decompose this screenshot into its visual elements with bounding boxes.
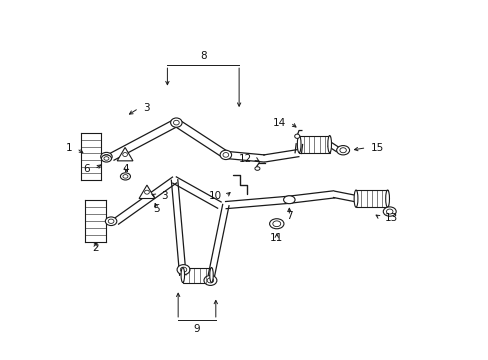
Polygon shape [174,119,227,158]
Text: 12: 12 [238,154,251,164]
Ellipse shape [336,145,349,155]
Bar [355,190,387,207]
Text: 3: 3 [161,191,167,201]
Ellipse shape [220,150,231,159]
Ellipse shape [120,173,130,180]
Text: 7: 7 [285,211,292,221]
Ellipse shape [209,267,213,283]
Text: 15: 15 [370,143,383,153]
Ellipse shape [108,219,114,224]
Polygon shape [333,191,356,202]
Text: 6: 6 [83,164,90,174]
Text: 8: 8 [200,51,206,61]
Polygon shape [294,144,302,153]
Text: 3: 3 [142,103,149,113]
Ellipse shape [385,190,388,207]
Text: 2: 2 [92,243,99,253]
Polygon shape [171,180,185,275]
Text: 5: 5 [153,204,160,214]
Polygon shape [263,149,298,162]
Ellipse shape [223,153,228,157]
Text: 11: 11 [269,233,283,243]
Ellipse shape [353,190,357,207]
Ellipse shape [297,135,301,153]
Text: 14: 14 [272,118,285,128]
Ellipse shape [339,148,346,153]
Ellipse shape [272,221,280,226]
Text: 13: 13 [384,213,397,222]
Text: 9: 9 [193,324,200,334]
Polygon shape [225,196,289,209]
Ellipse shape [122,175,128,178]
Ellipse shape [180,267,186,272]
Polygon shape [288,191,334,203]
Ellipse shape [181,267,184,283]
Ellipse shape [101,152,112,161]
Ellipse shape [173,120,179,125]
Polygon shape [110,119,178,160]
Ellipse shape [386,209,392,214]
Polygon shape [327,142,338,152]
Ellipse shape [170,118,182,127]
Ellipse shape [383,207,395,216]
Ellipse shape [105,217,117,226]
Ellipse shape [254,167,260,170]
Polygon shape [225,151,264,162]
Bar [183,267,211,283]
Ellipse shape [101,155,111,162]
Polygon shape [139,185,155,198]
Text: 10: 10 [208,191,221,201]
Ellipse shape [327,135,331,153]
Ellipse shape [103,154,109,159]
Ellipse shape [122,153,127,157]
Bar [299,135,329,153]
Polygon shape [208,204,228,276]
Ellipse shape [294,134,299,138]
Ellipse shape [269,219,284,229]
Polygon shape [117,148,133,161]
Polygon shape [172,177,221,208]
Text: 1: 1 [65,143,72,153]
Text: 4: 4 [122,163,129,174]
Ellipse shape [283,196,294,204]
Ellipse shape [203,275,217,285]
Ellipse shape [207,278,213,283]
Ellipse shape [104,157,109,160]
Ellipse shape [144,190,149,194]
Polygon shape [114,177,176,224]
Ellipse shape [177,265,190,275]
